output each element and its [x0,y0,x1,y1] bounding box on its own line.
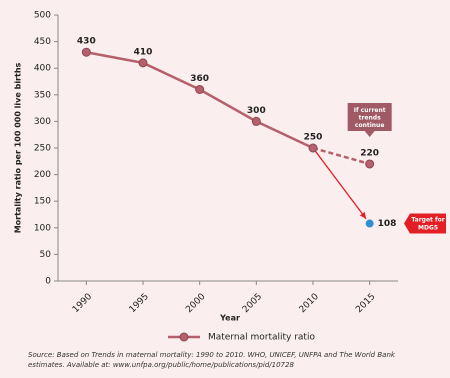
y-tick-label: 150 [34,197,51,207]
value-label: 430 [77,37,96,47]
legend-marker [179,332,189,342]
callout-line: MDG5 [418,224,438,231]
y-tick-label: 450 [34,37,51,47]
projection-line [312,146,371,166]
callout-line: Target for [411,216,444,223]
target-arrow [312,147,367,220]
x-tick-label: 2010 [298,292,321,315]
callout-line: trends [359,114,381,121]
source-note: Source: Based on Trends in maternal mort… [28,351,395,369]
arrow-head [359,211,367,219]
chart: Mortality ratio per 100 000 live births … [14,11,446,343]
y-tick-label: 200 [34,170,51,180]
point [81,47,91,57]
point [365,159,375,169]
callout-line: continue [355,122,385,129]
y-tick-label: 350 [34,90,51,100]
y-tick-label: 250 [34,144,51,154]
projection-callout-text: If current trends continue [354,107,386,129]
y-axis-title: Mortality ratio per 100 000 live births [14,62,23,233]
x-tick-label: 1995 [128,292,151,315]
value-label: 220 [360,148,379,158]
value-label: 360 [190,74,209,84]
target-callout-text: Target for MDG5 [411,216,444,231]
target-callout [404,213,446,234]
projection-callout [347,103,392,137]
y-tick-label: 300 [34,117,51,127]
value-label: 300 [247,106,266,116]
y-tick-label: 500 [34,11,51,21]
y-tick-label: 0 [45,277,51,287]
y-tick-label: 100 [34,223,51,233]
point [195,84,205,94]
series-line [86,51,314,150]
x-tick-label: 2015 [354,292,377,315]
x-axis-title: Year [219,314,240,323]
y-tick-label: 400 [34,64,51,74]
target-point [365,219,374,228]
y-tick-label: 50 [40,250,52,260]
x-tick-label: 1990 [71,292,94,315]
x-tick-label: 2005 [241,292,264,315]
value-label: 410 [134,47,153,57]
x-tick-label: 2000 [184,292,207,315]
callout-line: If current [354,107,386,114]
legend-label: Maternal mortality ratio [208,333,315,343]
value-label: 250 [304,133,323,143]
point [138,58,148,68]
point [251,116,261,126]
point [308,143,318,153]
target-value-label: 108 [378,219,397,229]
